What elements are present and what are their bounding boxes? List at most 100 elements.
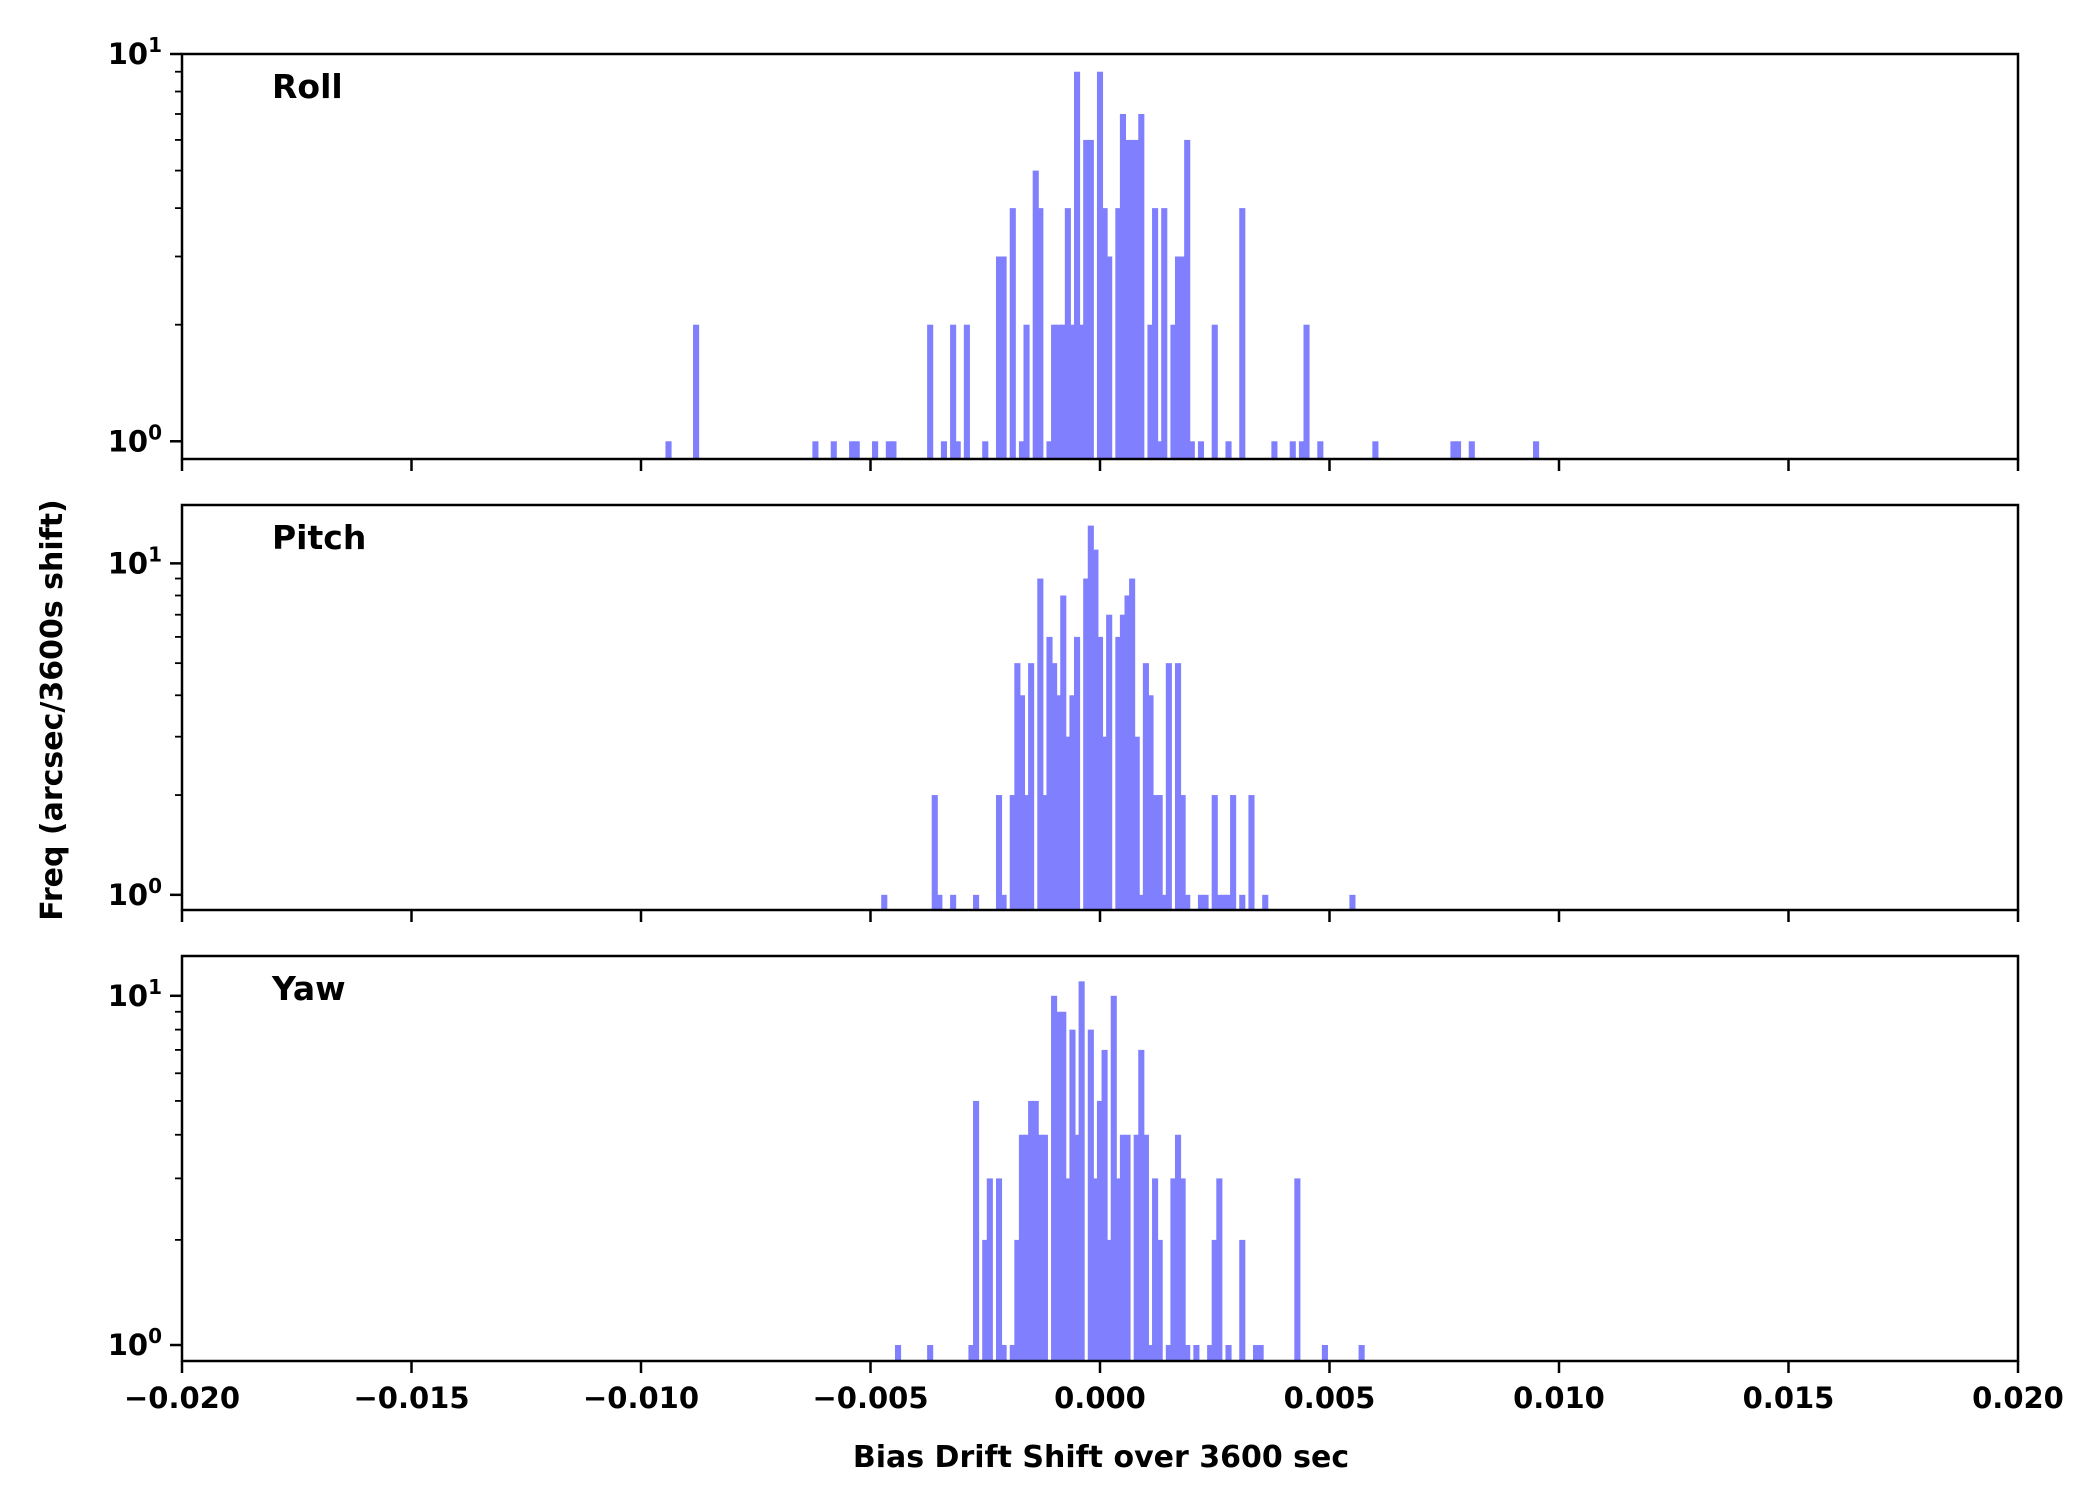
pitch-bar (1074, 636, 1081, 910)
roll-y-tick-label: 101 (108, 33, 162, 71)
yaw-bar (1037, 1134, 1044, 1361)
roll-bar (1037, 208, 1044, 459)
yaw-bar (1074, 1134, 1081, 1361)
x-tick-label: 0.010 (1513, 1381, 1605, 1415)
roll-bar (1147, 324, 1154, 459)
pitch-bar (1197, 894, 1205, 910)
yaw-bar (1124, 1134, 1131, 1361)
roll-bar (1298, 441, 1306, 459)
yaw-bar (1032, 1100, 1039, 1361)
yaw-panel-label: Yaw (271, 969, 346, 1008)
pitch-bar (1262, 894, 1269, 910)
pitch-bar (1028, 663, 1035, 910)
yaw-bar (1294, 1178, 1301, 1361)
roll-bar (812, 441, 819, 459)
pitch-bar (950, 894, 957, 910)
yaw-bar (1142, 1134, 1149, 1361)
yaw-bar (927, 1345, 934, 1361)
pitch-bar (936, 894, 943, 910)
yaw-bar (1147, 1345, 1154, 1361)
yaw-bar (1106, 1239, 1113, 1361)
x-tick-label: −0.010 (583, 1381, 699, 1415)
x-tick-label: 0.020 (1972, 1381, 2064, 1415)
pitch-bar (1009, 795, 1016, 910)
yaw-bar (1069, 1029, 1076, 1361)
pitch-bar (1174, 663, 1182, 910)
pitch-bar (1023, 795, 1030, 910)
pitch-bar (1055, 695, 1062, 910)
yaw-bar (1064, 1178, 1071, 1361)
yaw-bar (1096, 1100, 1104, 1361)
roll-bar (1064, 208, 1071, 459)
roll-bar (1372, 441, 1379, 459)
y-axis-title: Freq (arcsec/3600s shift) (35, 499, 70, 921)
yaw-bar (995, 1178, 1003, 1361)
roll-bar (1174, 256, 1182, 459)
yaw-bar (1110, 995, 1117, 1361)
yaw-bar (1028, 1100, 1035, 1361)
roll-bar (1271, 441, 1278, 459)
roll-bar (1046, 441, 1053, 459)
roll-bar (1450, 441, 1457, 459)
pitch-bar (1138, 894, 1145, 910)
roll-bar (1239, 208, 1246, 459)
yaw-bar (1115, 1178, 1122, 1361)
roll-bar (885, 441, 892, 459)
yaw-bar (1119, 1134, 1126, 1361)
pitch-bar (1014, 663, 1021, 910)
roll-bar (1179, 256, 1186, 459)
roll-bar (950, 324, 957, 459)
pitch-bar (1051, 663, 1058, 910)
roll-bar (982, 441, 989, 459)
x-axis-title: Bias Drift Shift over 3600 sec (853, 1440, 1349, 1475)
roll-bar (1188, 441, 1195, 459)
roll-bar (1106, 256, 1113, 459)
pitch-bar (1064, 736, 1071, 910)
roll-bar (1078, 324, 1085, 459)
yaw-bar (1060, 1011, 1067, 1361)
roll-bar (1197, 441, 1205, 459)
roll-bar (1083, 139, 1090, 460)
yaw-bar (1009, 1345, 1016, 1361)
roll-bar (1009, 208, 1016, 459)
roll-bar (1129, 139, 1136, 460)
pitch-bar (1119, 614, 1126, 910)
roll-bar (995, 256, 1003, 459)
roll-panel-label: Roll (272, 67, 343, 106)
yaw-bar (1023, 1134, 1030, 1361)
pitch-bar (1156, 795, 1163, 910)
pitch-bar (1230, 795, 1237, 910)
yaw-bar (1174, 1134, 1182, 1361)
pitch-bar (1133, 736, 1140, 910)
yaw-bar (986, 1178, 993, 1361)
roll-bar (1060, 324, 1067, 459)
roll-bar (853, 441, 860, 459)
pitch-bar (931, 795, 938, 910)
pitch-bar (995, 795, 1003, 910)
pitch-bar (1106, 614, 1113, 910)
roll-bar (1069, 324, 1076, 459)
roll-bar (1468, 441, 1475, 459)
pitch-bar (1220, 894, 1227, 910)
yaw-panel: −0.020 −0.015 −0.010 −0.005 0.000 0.005 0.010 0… (108, 954, 2064, 1415)
roll-bar (1184, 139, 1191, 460)
pitch-bar (1092, 549, 1099, 910)
roll-bar (693, 324, 700, 459)
pitch-panel: 100 101 Pitch (108, 503, 2020, 922)
pitch-bar (1248, 795, 1255, 910)
roll-panel: 100 101 Roll (108, 33, 2020, 471)
roll-bar (1225, 441, 1232, 459)
roll-bar (940, 441, 947, 459)
roll-bar (1032, 170, 1039, 459)
yaw-y-tick-label: 100 (108, 1324, 162, 1362)
roll-bar (1533, 441, 1540, 459)
pitch-bar (1069, 695, 1076, 910)
yaw-bar (1211, 1239, 1218, 1361)
roll-bar (1317, 441, 1324, 459)
pitch-bar (1152, 795, 1159, 910)
yaw-bar (968, 1345, 975, 1361)
pitch-panel-label: Pitch (272, 518, 366, 557)
pitch-bar (1115, 636, 1122, 910)
